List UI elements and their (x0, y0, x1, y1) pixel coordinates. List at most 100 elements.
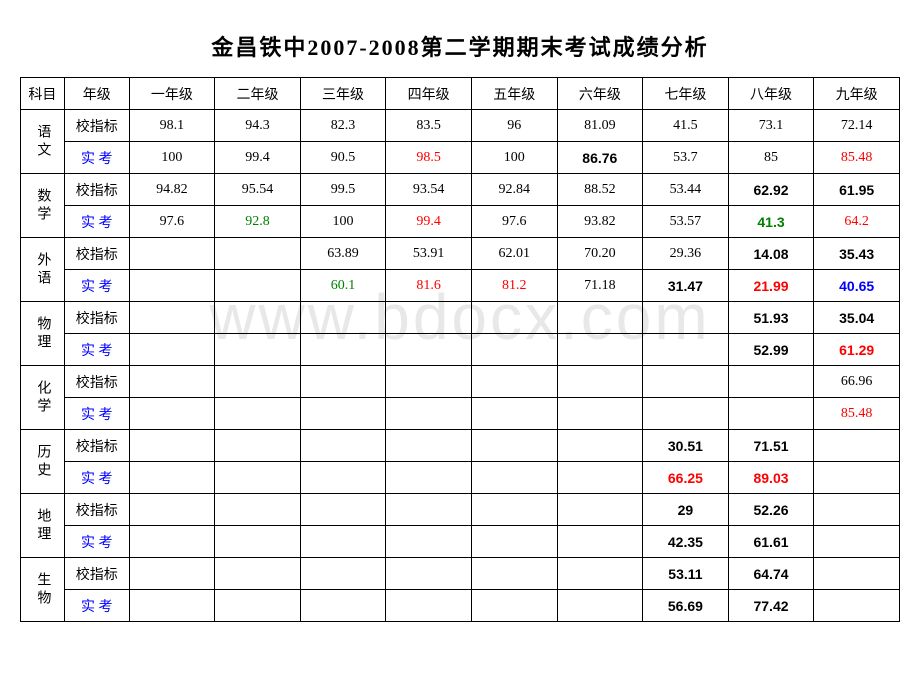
table-row: 实 考97.692.810099.497.693.8253.5741.364.2 (21, 206, 900, 238)
score-cell: 53.57 (643, 206, 729, 238)
row-type-target: 校指标 (64, 302, 129, 334)
score-cell (215, 366, 301, 398)
score-cell: 100 (471, 142, 557, 174)
score-cell (129, 366, 215, 398)
score-cell (300, 558, 386, 590)
header-grade-6: 六年级 (557, 78, 643, 110)
score-cell (643, 398, 729, 430)
score-cell: 92.84 (471, 174, 557, 206)
score-cell (471, 590, 557, 622)
score-cell (386, 590, 472, 622)
score-cell (557, 366, 643, 398)
row-type-actual: 实 考 (64, 142, 129, 174)
score-cell (557, 526, 643, 558)
table-row: 实 考66.2589.03 (21, 462, 900, 494)
score-cell (557, 398, 643, 430)
score-cell: 64.74 (728, 558, 814, 590)
score-cell (814, 558, 900, 590)
score-cell: 61.29 (814, 334, 900, 366)
score-cell (814, 590, 900, 622)
score-cell: 63.89 (300, 238, 386, 270)
subject-cell: 化学 (21, 366, 65, 430)
score-cell: 53.44 (643, 174, 729, 206)
score-cell (129, 430, 215, 462)
score-cell: 41.5 (643, 110, 729, 142)
row-type-target: 校指标 (64, 110, 129, 142)
subject-cell: 物理 (21, 302, 65, 366)
score-cell: 81.2 (471, 270, 557, 302)
score-cell: 94.3 (215, 110, 301, 142)
score-cell: 35.04 (814, 302, 900, 334)
score-cell (129, 494, 215, 526)
score-cell: 94.82 (129, 174, 215, 206)
score-cell (471, 430, 557, 462)
score-cell (386, 462, 472, 494)
score-cell (386, 334, 472, 366)
score-cell: 86.76 (557, 142, 643, 174)
score-cell: 62.92 (728, 174, 814, 206)
score-cell (471, 462, 557, 494)
score-cell: 31.47 (643, 270, 729, 302)
score-cell (129, 238, 215, 270)
score-cell (129, 526, 215, 558)
header-grade-1: 一年级 (129, 78, 215, 110)
score-cell (215, 238, 301, 270)
header-row: 科目 年级 一年级 二年级 三年级 四年级 五年级 六年级 七年级 八年级 九年… (21, 78, 900, 110)
header-grade-9: 九年级 (814, 78, 900, 110)
score-cell: 30.51 (643, 430, 729, 462)
score-cell: 35.43 (814, 238, 900, 270)
table-row: 历史校指标30.5171.51 (21, 430, 900, 462)
table-row: 地理校指标2952.26 (21, 494, 900, 526)
score-cell: 81.09 (557, 110, 643, 142)
score-cell: 51.93 (728, 302, 814, 334)
header-grade-2: 二年级 (215, 78, 301, 110)
score-cell: 60.1 (300, 270, 386, 302)
score-cell (643, 334, 729, 366)
table-row: 实 考56.6977.42 (21, 590, 900, 622)
score-cell: 93.82 (557, 206, 643, 238)
score-cell (557, 302, 643, 334)
score-cell: 56.69 (643, 590, 729, 622)
score-cell (386, 526, 472, 558)
score-cell: 90.5 (300, 142, 386, 174)
header-grade-8: 八年级 (728, 78, 814, 110)
page-title: 金昌铁中2007-2008第二学期期末考试成绩分析 (20, 30, 900, 62)
score-cell (300, 334, 386, 366)
score-cell (386, 302, 472, 334)
score-cell (215, 462, 301, 494)
table-row: 实 考85.48 (21, 398, 900, 430)
score-cell: 29 (643, 494, 729, 526)
score-cell: 52.99 (728, 334, 814, 366)
score-cell (471, 494, 557, 526)
subject-cell: 数学 (21, 174, 65, 238)
score-cell (814, 430, 900, 462)
score-cell (300, 430, 386, 462)
score-cell: 97.6 (129, 206, 215, 238)
score-cell: 73.1 (728, 110, 814, 142)
score-cell (643, 302, 729, 334)
score-cell (129, 302, 215, 334)
subject-cell: 历史 (21, 430, 65, 494)
score-cell: 53.91 (386, 238, 472, 270)
row-type-actual: 实 考 (64, 526, 129, 558)
score-cell: 29.36 (643, 238, 729, 270)
score-cell (386, 494, 472, 526)
score-cell (300, 494, 386, 526)
score-cell: 53.11 (643, 558, 729, 590)
score-cell (215, 430, 301, 462)
table-row: 数学校指标94.8295.5499.593.5492.8488.5253.446… (21, 174, 900, 206)
table-row: 生物校指标53.1164.74 (21, 558, 900, 590)
score-cell (215, 526, 301, 558)
score-cell: 40.65 (814, 270, 900, 302)
score-cell: 72.14 (814, 110, 900, 142)
score-cell: 66.25 (643, 462, 729, 494)
score-cell: 53.7 (643, 142, 729, 174)
score-cell (557, 558, 643, 590)
score-cell (129, 398, 215, 430)
score-cell: 85.48 (814, 142, 900, 174)
score-cell (557, 430, 643, 462)
score-cell (386, 398, 472, 430)
header-grade-label: 年级 (64, 78, 129, 110)
score-cell: 100 (129, 142, 215, 174)
subject-cell: 生物 (21, 558, 65, 622)
